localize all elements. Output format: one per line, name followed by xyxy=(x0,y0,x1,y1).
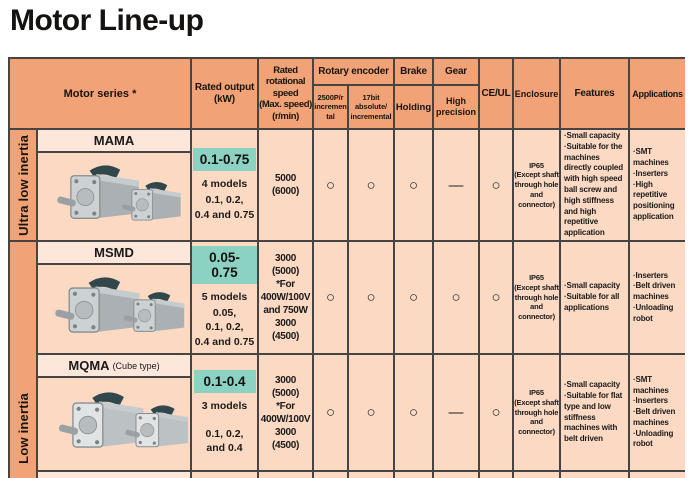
header-rated-output: Rated output (kW) xyxy=(192,59,259,130)
next-row-partial xyxy=(349,472,395,478)
motor-photo-illustration xyxy=(57,391,188,448)
features-msmd: ·Small capacity ·Suitable for all applic… xyxy=(561,242,630,355)
mark-brake-mama: ○ xyxy=(395,130,434,242)
features-mama: ·Small capacity ·Suitable for the machin… xyxy=(561,130,630,242)
enclosure-msmd: IP65 (Except shaft through hole and conn… xyxy=(514,242,561,355)
mark-encoder-2500-msmd: ○ xyxy=(314,242,349,355)
mark-gear-mama: — xyxy=(434,130,480,242)
header-rotary-encoder: Rotary encoder xyxy=(314,59,395,86)
models-count: 5 models xyxy=(201,291,248,304)
next-row-partial xyxy=(38,472,192,478)
series-note: (Cube type) xyxy=(112,360,160,371)
motor-photo-illustration xyxy=(56,164,182,221)
circle-mark-icon: ○ xyxy=(366,176,376,194)
circle-mark-icon: ○ xyxy=(325,176,336,194)
circle-mark-icon: ○ xyxy=(408,404,419,421)
dash-mark-icon: — xyxy=(448,404,464,421)
series-title-mama: MAMA xyxy=(38,130,192,153)
rated-speed-mqma: 3000 (5000) *For 400W/100V 3000 (4500) xyxy=(259,355,314,472)
mark-brake-msmd: ○ xyxy=(395,242,434,355)
rated-speed-mama: 5000 (6000) xyxy=(259,130,314,242)
applications-mqma: ·SMT machines ·Inserters ·Belt driven ma… xyxy=(630,355,685,472)
circle-mark-icon: ○ xyxy=(491,404,501,421)
models-list: 0.1, 0.2, 0.4 and 0.75 xyxy=(194,194,255,221)
motor-photo-illustration xyxy=(53,276,185,333)
output-range-badge: 0.1-0.75 xyxy=(192,148,257,172)
circle-mark-icon: ○ xyxy=(451,289,461,306)
rated-output-mqma: 0.1-0.4 3 models 0.1, 0.2, and 0.4 xyxy=(192,355,259,472)
header-gear: Gear xyxy=(434,59,480,86)
header-brake: Brake xyxy=(395,59,434,86)
next-row-partial xyxy=(514,472,561,478)
motor-photo-msmd xyxy=(38,265,192,355)
next-row-partial xyxy=(395,472,434,478)
series-name: MAMA xyxy=(93,133,135,148)
features-mqma: ·Small capacity ·Suitable for flat type … xyxy=(561,355,630,472)
mark-encoder-2500-mama: ○ xyxy=(314,130,349,242)
header-applications: Applications xyxy=(630,59,685,130)
group-label-ultra-low-inertia: Ultra low inertia xyxy=(10,130,38,242)
next-row-partial xyxy=(561,472,630,478)
mark-ceul-msmd: ○ xyxy=(480,242,514,355)
dash-mark-icon: — xyxy=(448,176,464,194)
output-range-badge: 0.05-0.75 xyxy=(192,246,257,285)
rated-speed-msmd: 3000 (5000) *For 400W/100V and 750W 3000… xyxy=(259,242,314,355)
models-count: 3 models xyxy=(201,399,248,412)
circle-mark-icon: ○ xyxy=(408,289,419,306)
header-enclosure: Enclosure xyxy=(514,59,561,130)
header-ce-ul: CE/UL xyxy=(480,59,514,130)
next-row-partial xyxy=(480,472,514,478)
motor-photo-mama xyxy=(38,153,192,242)
circle-mark-icon: ○ xyxy=(408,176,419,194)
next-row-partial xyxy=(630,472,685,478)
header-encoder-17bit: 17bit absolute/ incremental xyxy=(349,86,395,130)
models-list: 0.05, 0.1, 0.2, 0.4 and 0.75 xyxy=(194,307,255,348)
models-count: 4 models xyxy=(201,178,248,191)
applications-mama: ·SMT machines ·Inserters ·High repetitiv… xyxy=(630,130,685,242)
motor-lineup-table: Motor series * Rated output (kW) Rated r… xyxy=(8,57,685,478)
header-features: Features xyxy=(561,59,630,130)
header-brake-holding: Holding xyxy=(395,86,434,130)
enclosure-mqma: IP65 (Except shaft through hole and conn… xyxy=(514,355,561,472)
circle-mark-icon: ○ xyxy=(366,289,376,306)
circle-mark-icon: ○ xyxy=(491,176,501,194)
circle-mark-icon: ○ xyxy=(325,289,336,306)
next-row-partial xyxy=(259,472,314,478)
mark-encoder-17bit-mqma: ○ xyxy=(349,355,395,472)
rated-output-mama: 0.1-0.75 4 models 0.1, 0.2, 0.4 and 0.75 xyxy=(192,130,259,242)
next-row-partial xyxy=(192,472,259,478)
rated-output-msmd: 0.05-0.75 5 models 0.05, 0.1, 0.2, 0.4 a… xyxy=(192,242,259,355)
page-title: Motor Line-up xyxy=(10,4,204,37)
series-title-mqma: MQMA (Cube type) xyxy=(38,355,192,378)
header-encoder-2500: 2500P/r incremen tal xyxy=(314,86,349,130)
motor-photo-mqma xyxy=(38,378,192,472)
mark-encoder-2500-mqma: ○ xyxy=(314,355,349,472)
circle-mark-icon: ○ xyxy=(325,404,336,421)
group-label-low-inertia: Low inertia xyxy=(10,242,38,478)
mark-ceul-mqma: ○ xyxy=(480,355,514,472)
output-range-badge: 0.1-0.4 xyxy=(193,369,256,393)
applications-msmd: ·Inserters ·Belt driven machines ·Unload… xyxy=(630,242,685,355)
mark-ceul-mama: ○ xyxy=(480,130,514,242)
mark-encoder-17bit-msmd: ○ xyxy=(349,242,395,355)
mark-brake-mqma: ○ xyxy=(395,355,434,472)
enclosure-mama: IP65 (Except shaft through hole and conn… xyxy=(514,130,561,242)
header-motor-series: Motor series * xyxy=(10,59,192,130)
next-row-partial xyxy=(314,472,349,478)
header-gear-precision: High precision xyxy=(434,86,480,130)
mark-gear-mqma: — xyxy=(434,355,480,472)
series-name: MQMA xyxy=(68,358,110,373)
circle-mark-icon: ○ xyxy=(366,404,376,421)
series-title-msmd: MSMD xyxy=(38,242,192,265)
mark-encoder-17bit-mama: ○ xyxy=(349,130,395,242)
circle-mark-icon: ○ xyxy=(491,289,501,306)
models-list: 0.1, 0.2, and 0.4 xyxy=(205,427,244,454)
header-rated-speed: Rated rotational speed (Max. speed) (r/m… xyxy=(259,59,314,130)
next-row-partial xyxy=(434,472,480,478)
group-label-text: Low inertia xyxy=(15,393,31,464)
series-name: MSMD xyxy=(94,245,134,260)
mark-gear-msmd: ○ xyxy=(434,242,480,355)
group-label-text: Ultra low inertia xyxy=(15,134,31,236)
